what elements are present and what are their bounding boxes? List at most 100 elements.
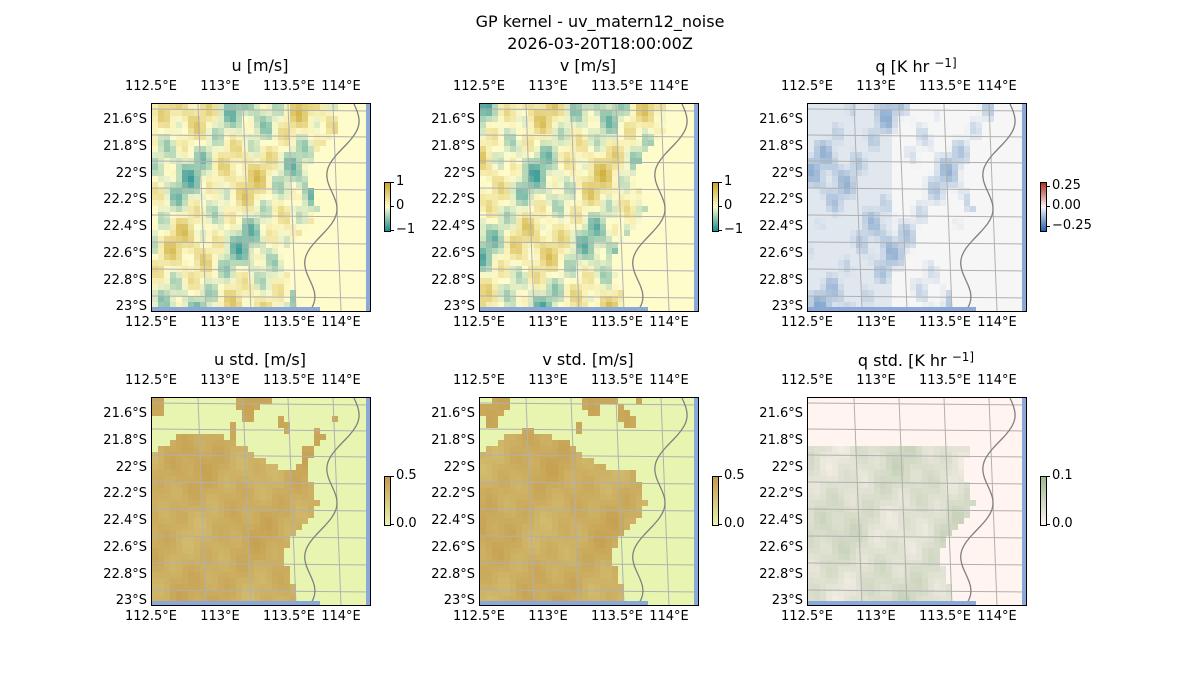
heatmap-cell	[564, 296, 570, 302]
heatmap-cell	[546, 188, 552, 194]
heatmap-cell	[916, 536, 922, 542]
heatmap-cell	[236, 128, 242, 134]
heatmap-cell	[164, 458, 170, 464]
heatmap-cell	[612, 530, 618, 536]
heatmap-cell	[284, 584, 290, 590]
heatmap-cell	[588, 164, 594, 170]
heatmap-cell	[642, 500, 648, 506]
heatmap-cell	[218, 440, 224, 446]
heatmap-cell	[218, 140, 224, 146]
heatmap-cell	[612, 188, 618, 194]
heatmap-cell	[272, 164, 278, 170]
heatmap-cell	[606, 158, 612, 164]
heatmap-cell	[868, 272, 874, 278]
heatmap-cell	[630, 146, 636, 152]
heatmap-cell	[576, 422, 582, 428]
colorbar-tick-label: 0	[724, 198, 733, 213]
heatmap-cell	[600, 278, 606, 284]
heatmap-cell	[826, 596, 832, 602]
heatmap-cell	[188, 524, 194, 530]
heatmap-cell	[886, 152, 892, 158]
panel-title-unit-power: −1]	[951, 350, 975, 364]
heatmap-cell	[486, 410, 492, 416]
heatmap-cell	[600, 200, 606, 206]
heatmap-cell	[850, 446, 856, 452]
heatmap-cell	[510, 164, 516, 170]
heatmap-cell	[588, 404, 594, 410]
heatmap-cell	[170, 188, 176, 194]
heatmap-cell	[988, 122, 994, 128]
heatmap-cell	[164, 572, 170, 578]
heatmap-cell	[546, 290, 552, 296]
heatmap-cell	[892, 176, 898, 182]
heatmap-cell	[236, 590, 242, 596]
heatmap-cell	[492, 200, 498, 206]
heatmap-cell	[618, 158, 624, 164]
heatmap-cell	[910, 500, 916, 506]
heatmap-cell	[516, 578, 522, 584]
heatmap-cell	[492, 278, 498, 284]
heatmap-cell	[242, 182, 248, 188]
heatmap-cell	[874, 128, 880, 134]
heatmap-cell	[242, 542, 248, 548]
heatmap-cell	[492, 410, 498, 416]
heatmap-cell	[230, 266, 236, 272]
heatmap-cell	[916, 110, 922, 116]
x-tick-label-top: 113°E	[856, 79, 896, 94]
heatmap-cell	[588, 248, 594, 254]
heatmap-cell	[904, 560, 910, 566]
heatmap-cell	[618, 590, 624, 596]
heatmap-cell	[284, 302, 290, 308]
heatmap-cell	[182, 500, 188, 506]
heatmap-cell	[540, 578, 546, 584]
heatmap-cell	[266, 134, 272, 140]
heatmap-cell	[916, 446, 922, 452]
heatmap-cell	[576, 284, 582, 290]
heatmap-cell	[224, 272, 230, 278]
heatmap-cell	[934, 284, 940, 290]
heatmap-cell	[874, 158, 880, 164]
heatmap-cell	[194, 458, 200, 464]
heatmap-cell	[212, 146, 218, 152]
heatmap-cell	[868, 488, 874, 494]
heatmap-cell	[188, 134, 194, 140]
heatmap-cell	[152, 254, 158, 260]
heatmap-cell	[838, 260, 844, 266]
heatmap-cell	[874, 140, 880, 146]
heatmap-cell	[934, 572, 940, 578]
heatmap-cell	[582, 164, 588, 170]
heatmap-cell	[528, 272, 534, 278]
heatmap-cell	[480, 242, 486, 248]
heatmap-cell	[182, 518, 188, 524]
heatmap-cell	[594, 242, 600, 248]
heatmap-cell	[618, 146, 624, 152]
heatmap-cell	[952, 218, 958, 224]
colorbar-tick-mark	[391, 182, 394, 183]
heatmap-cell	[898, 590, 904, 596]
heatmap-cell	[862, 464, 868, 470]
heatmap-cell	[540, 440, 546, 446]
heatmap-cell	[188, 530, 194, 536]
heatmap-cell	[838, 194, 844, 200]
heatmap-cell	[606, 188, 612, 194]
heatmap-cell	[164, 110, 170, 116]
heatmap-cell	[844, 176, 850, 182]
heatmap-cell	[886, 254, 892, 260]
figure-title: GP kernel - uv_matern12_noise	[475, 12, 725, 31]
heatmap-cell	[540, 272, 546, 278]
heatmap-cell	[952, 164, 958, 170]
heatmap-cell	[844, 164, 850, 170]
heatmap-cell	[224, 500, 230, 506]
heatmap-cell	[886, 194, 892, 200]
heatmap-cell	[224, 548, 230, 554]
heatmap-cell	[200, 578, 206, 584]
map-panel-u	[151, 103, 371, 312]
heatmap-cell	[266, 212, 272, 218]
heatmap-cell	[152, 134, 158, 140]
heatmap-cell	[516, 518, 522, 524]
heatmap-cell	[212, 500, 218, 506]
heatmap-cell	[576, 224, 582, 230]
heatmap-cell	[940, 482, 946, 488]
heatmap-cell	[152, 572, 158, 578]
heatmap-cell	[820, 200, 826, 206]
